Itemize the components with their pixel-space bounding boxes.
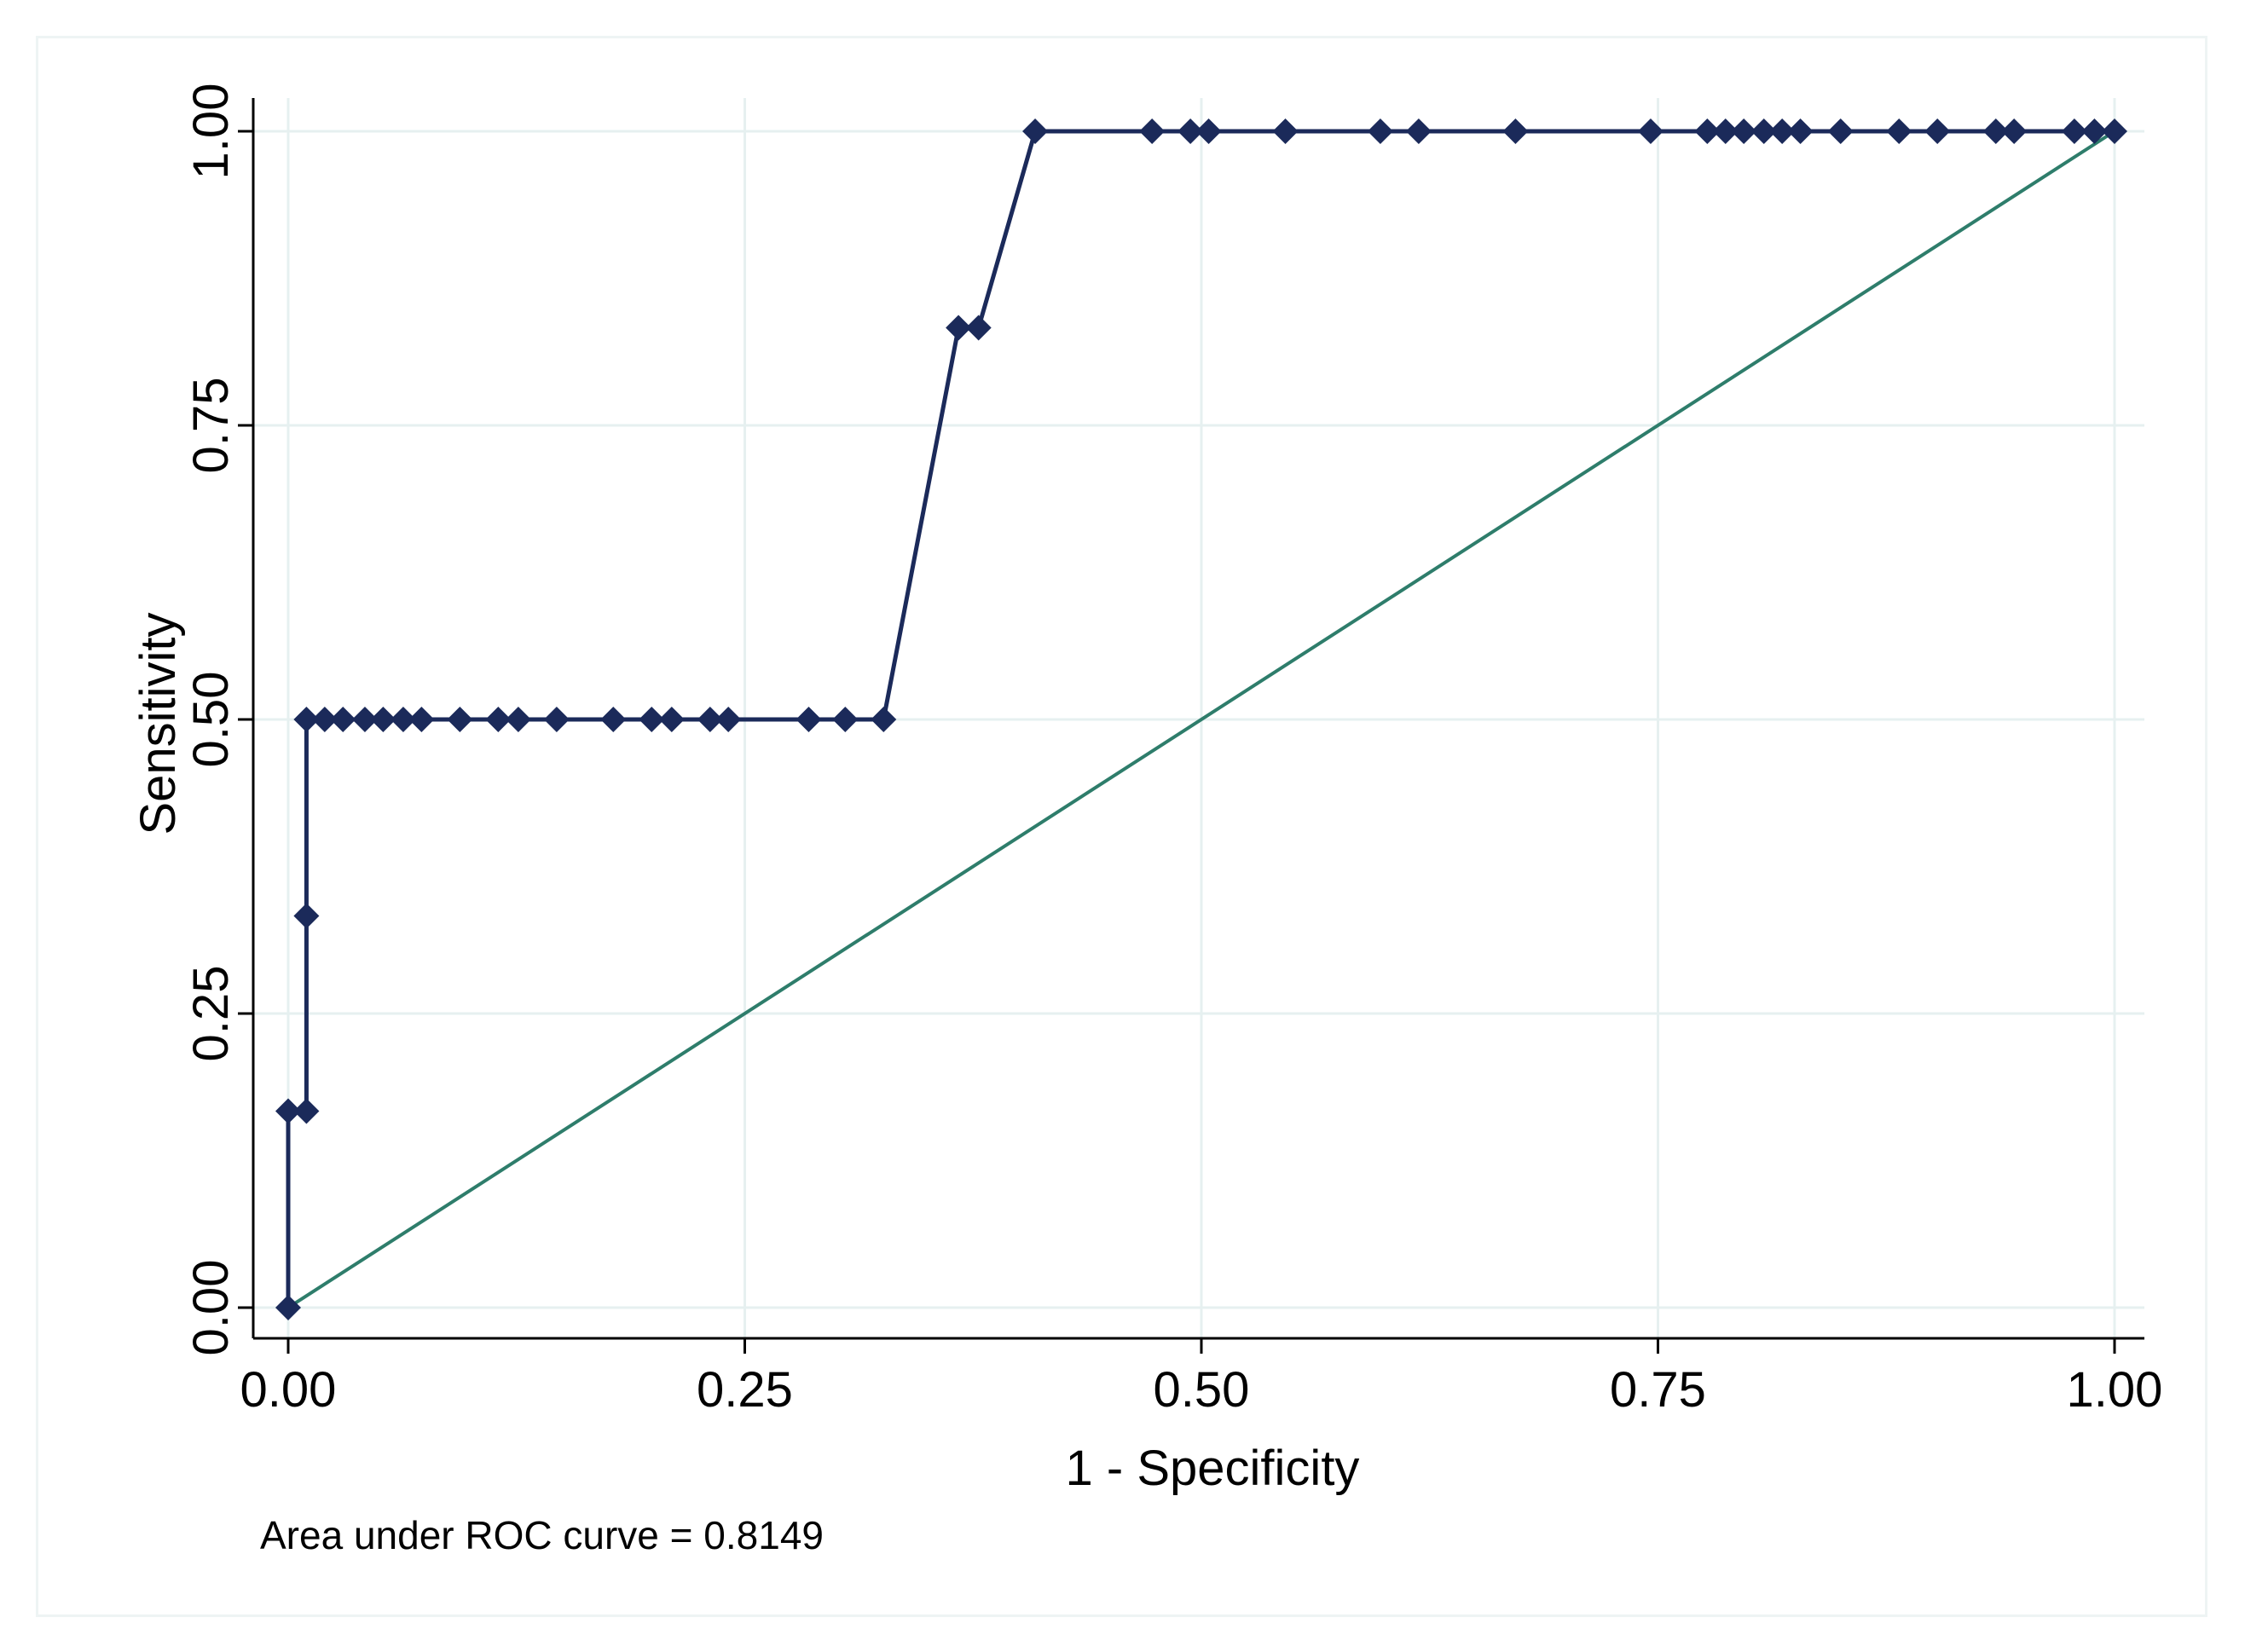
roc-point: [505, 707, 531, 732]
y-tick-label: 0.00: [183, 1260, 239, 1356]
roc-point: [697, 707, 723, 732]
reference-diagonal: [286, 130, 2116, 1309]
roc-point: [1712, 118, 1739, 144]
roc-point: [1886, 118, 1912, 144]
roc-point: [1405, 118, 1432, 144]
roc-point: [715, 707, 742, 732]
roc-point: [543, 707, 570, 732]
roc-point: [2102, 118, 2127, 144]
x-axis-title: 1 - Specificity: [1066, 1441, 1360, 1496]
x-tick-label: 0.00: [240, 1362, 337, 1418]
roc-point: [1731, 118, 1757, 144]
roc-point: [330, 707, 356, 732]
y-tick-labels: 0.00 0.25 0.50 0.75 1.00: [183, 84, 239, 1356]
roc-point: [965, 315, 992, 341]
roc-chart: 0.00 0.25 0.50 0.75 1.00 0.00 0.25 0.50 0.75 1.0…: [130, 84, 2163, 1557]
roc-point: [658, 707, 685, 732]
roc-point: [1195, 118, 1222, 144]
x-tick-labels: 0.00 0.25 0.50 0.75 1.00: [240, 1362, 2163, 1418]
roc-point: [639, 707, 665, 732]
roc-point: [390, 707, 416, 732]
x-tick-label: 1.00: [2067, 1362, 2163, 1418]
auc-note: Area under ROC curve = 0.8149: [260, 1513, 824, 1557]
roc-point: [832, 707, 859, 732]
roc-point: [408, 707, 435, 732]
y-tick-label: 0.25: [183, 966, 239, 1062]
roc-point: [293, 903, 320, 929]
roc-point: [1139, 118, 1166, 144]
y-tick-label: 0.75: [183, 378, 239, 474]
y-tick-label: 1.00: [183, 84, 239, 180]
roc-point: [1750, 118, 1777, 144]
reference-line: [286, 130, 2116, 1309]
roc-point: [485, 707, 512, 732]
roc-point: [2081, 118, 2108, 144]
roc-markers: [275, 118, 2127, 1320]
roc-point: [1694, 118, 1721, 144]
roc-point: [1367, 118, 1393, 144]
roc-point: [370, 707, 396, 732]
roc-point: [275, 1098, 301, 1124]
x-tick-label: 0.75: [1610, 1362, 1706, 1418]
roc-point: [351, 707, 378, 732]
roc-point: [871, 707, 897, 732]
roc-point: [2001, 118, 2028, 144]
roc-point: [600, 707, 627, 732]
roc-point: [293, 707, 320, 732]
roc-point: [447, 707, 473, 732]
roc-point: [1787, 118, 1814, 144]
roc-point: [1637, 118, 1663, 144]
roc-point: [1022, 118, 1049, 144]
y-tick-label: 0.50: [183, 672, 239, 768]
x-tick-label: 0.25: [697, 1362, 793, 1418]
roc-point: [275, 1295, 301, 1320]
y-axis-title: Sensitivity: [130, 612, 186, 835]
roc-point: [2061, 118, 2087, 144]
roc-point: [1502, 118, 1529, 144]
roc-point: [1827, 118, 1854, 144]
roc-point: [1982, 118, 2009, 144]
roc-point: [1769, 118, 1796, 144]
roc-point: [1272, 118, 1299, 144]
axes: [238, 98, 2144, 1354]
chart-frame: 0.00 0.25 0.50 0.75 1.00 0.00 0.25 0.50 0.75 1.0…: [36, 36, 2207, 1617]
x-tick-label: 0.50: [1154, 1362, 1250, 1418]
roc-point: [1177, 118, 1204, 144]
roc-point: [311, 707, 338, 732]
roc-point: [946, 315, 972, 341]
roc-point: [1924, 118, 1951, 144]
roc-point: [293, 1098, 320, 1124]
roc-point: [796, 707, 822, 732]
